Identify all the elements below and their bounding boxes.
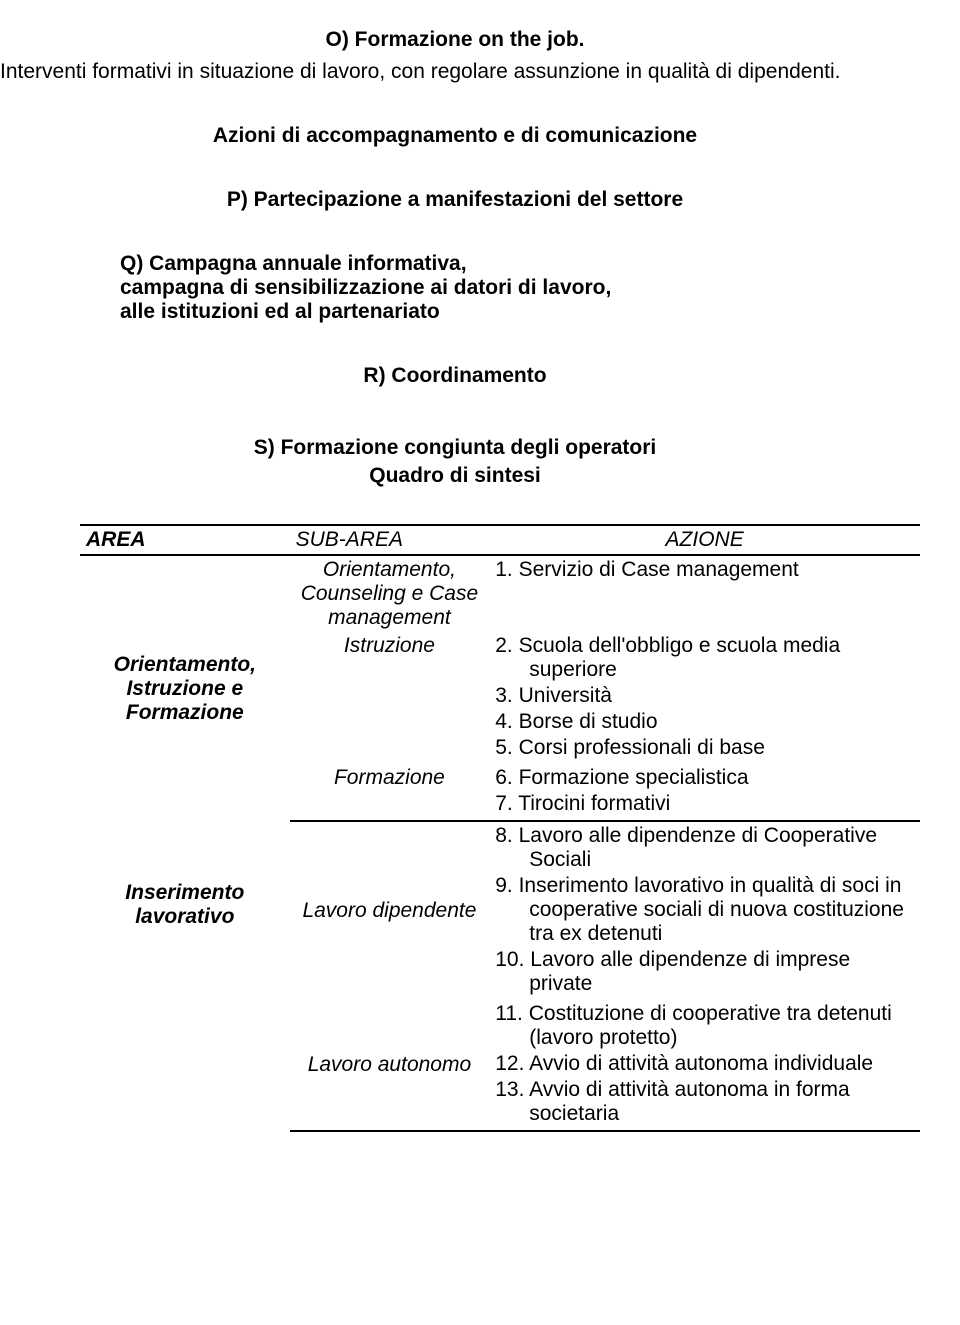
action-item: 13. Avvio di attività autonoma in forma …	[495, 1078, 914, 1126]
section-o-title: O) Formazione on the job.	[0, 28, 910, 52]
action-item: 2. Scuola dell'obbligo e scuola media su…	[495, 634, 914, 682]
action-item: 9. Inserimento lavorativo in qualità di …	[495, 874, 914, 946]
table-row: Inserimento lavorativo Lavoro dipendente…	[80, 821, 920, 1000]
section-q-line2: campagna di sensibilizzazione ai datori …	[120, 276, 910, 300]
table-row: Orientamento, Istruzione e Formazione Or…	[80, 555, 920, 632]
section-r: R) Coordinamento	[0, 364, 910, 388]
section-q-line1: Q) Campagna annuale informativa,	[120, 252, 910, 276]
action-item: 6. Formazione specialistica	[495, 766, 914, 790]
header-sub: SUB-AREA	[290, 525, 490, 555]
sub-cell: Istruzione	[290, 632, 490, 764]
area-cell: Inserimento lavorativo	[80, 821, 290, 1131]
sub-cell: Formazione	[290, 764, 490, 821]
action-item: 1. Servizio di Case management	[495, 558, 914, 582]
action-item: 5. Corsi professionali di base	[495, 736, 914, 760]
actions-cell: 6. Formazione specialistica 7. Tirocini …	[489, 764, 920, 821]
action-item: 10. Lavoro alle dipendenze di imprese pr…	[495, 948, 914, 996]
table-header-row: AREA SUB-AREA AZIONE	[80, 525, 920, 555]
action-item: 12. Avvio di attività autonoma individua…	[495, 1052, 914, 1076]
actions-cell: 1. Servizio di Case management	[489, 555, 920, 632]
sub-cell: Lavoro autonomo	[290, 1000, 490, 1131]
section-q: Q) Campagna annuale informativa, campagn…	[0, 252, 910, 324]
action-item: 8. Lavoro alle dipendenze di Cooperative…	[495, 824, 914, 872]
section-q-line3: alle istituzioni ed al partenariato	[120, 300, 910, 324]
actions-cell: 8. Lavoro alle dipendenze di Cooperative…	[489, 821, 920, 1000]
section-p: P) Partecipazione a manifestazioni del s…	[0, 188, 910, 212]
actions-cell: 11. Costituzione di cooperative tra dete…	[489, 1000, 920, 1131]
action-item: 3. Università	[495, 684, 914, 708]
document-page: O) Formazione on the job. Interventi for…	[0, 0, 960, 1325]
header-area: AREA	[80, 525, 290, 555]
quadro-title: Quadro di sintesi	[0, 464, 910, 488]
azioni-heading: Azioni di accompagnamento e di comunicaz…	[0, 124, 910, 148]
action-item: 4. Borse di studio	[495, 710, 914, 734]
section-o-text: Interventi formativi in situazione di la…	[0, 60, 910, 84]
sintesi-table: AREA SUB-AREA AZIONE Orientamento, Istru…	[80, 524, 920, 1132]
actions-cell: 2. Scuola dell'obbligo e scuola media su…	[489, 632, 920, 764]
sub-cell: Orientamento, Counseling e Case manageme…	[290, 555, 490, 632]
section-s: S) Formazione congiunta degli operatori	[0, 436, 910, 460]
area-cell: Orientamento, Istruzione e Formazione	[80, 555, 290, 821]
action-item: 11. Costituzione di cooperative tra dete…	[495, 1002, 914, 1050]
action-item: 7. Tirocini formativi	[495, 792, 914, 816]
sub-cell: Lavoro dipendente	[290, 821, 490, 1000]
header-azione: AZIONE	[489, 525, 920, 555]
